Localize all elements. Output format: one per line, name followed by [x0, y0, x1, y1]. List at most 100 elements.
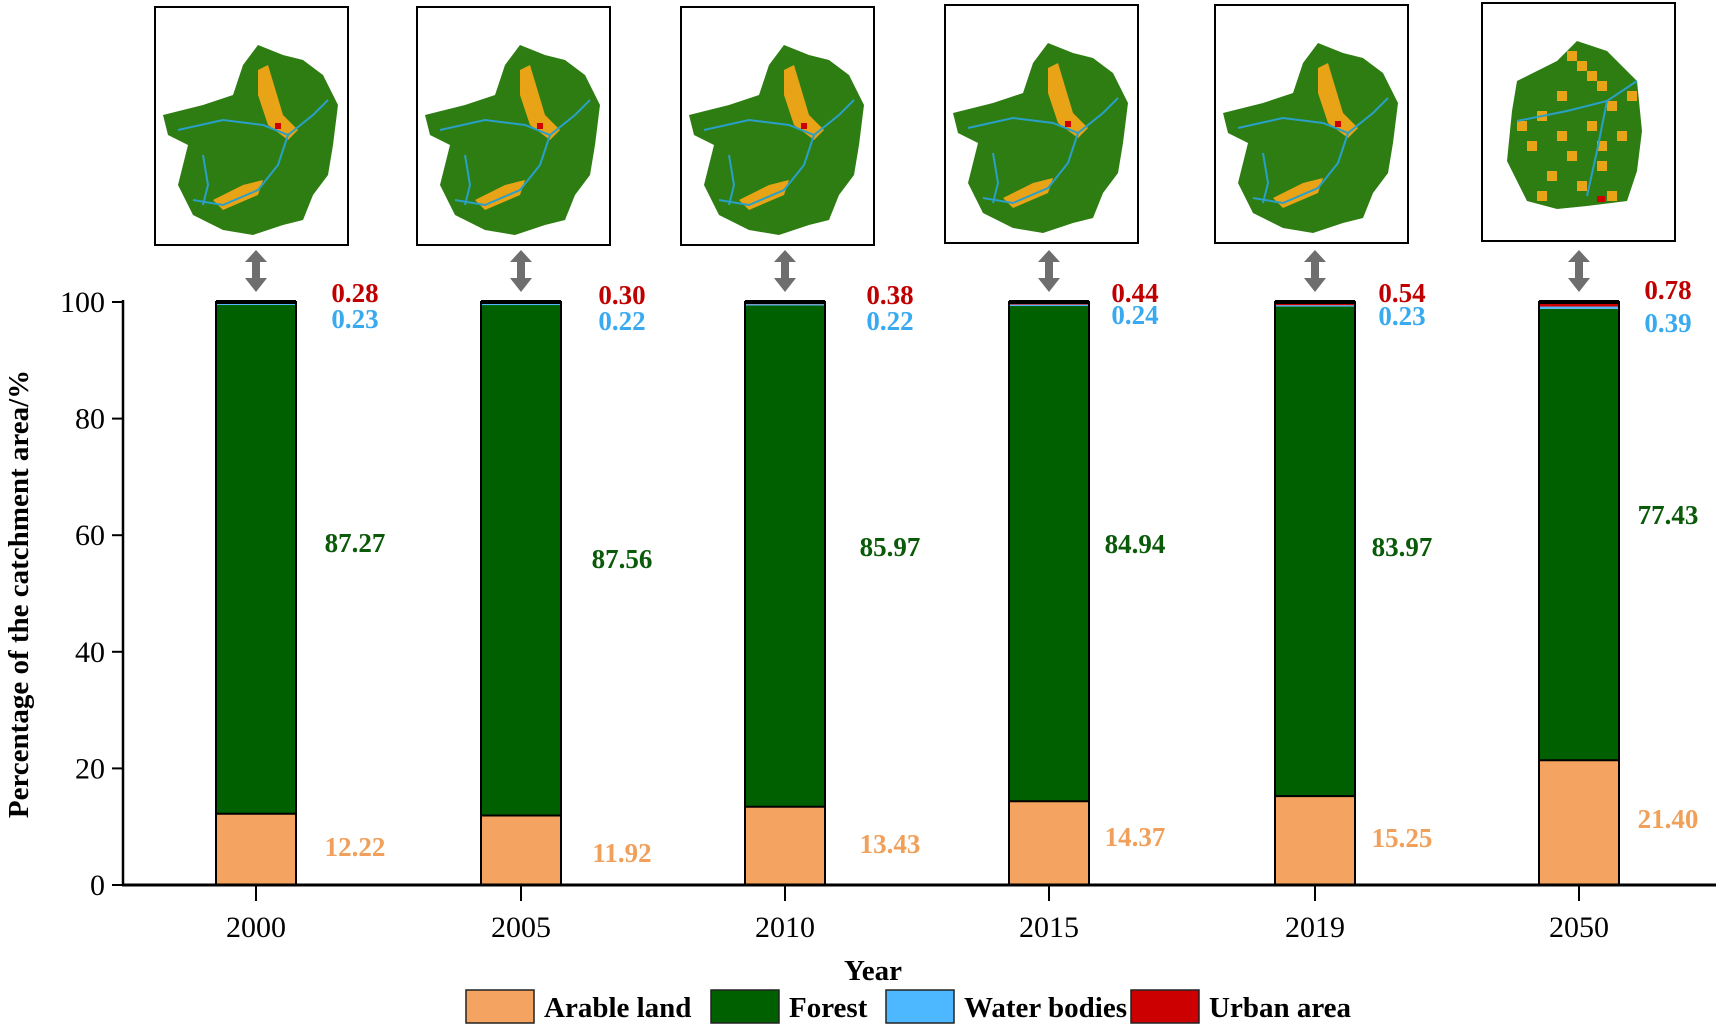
- double-arrow-icon: [245, 250, 267, 292]
- x-tick-label: 2019: [1285, 911, 1345, 944]
- arable-area: [1273, 178, 1323, 208]
- catchment-area: [1507, 41, 1642, 209]
- x-tick-label: 2050: [1549, 911, 1609, 944]
- bar-water-bodies: [1275, 305, 1355, 307]
- river: [464, 154, 472, 206]
- map-thumbnail-2000: [154, 6, 349, 246]
- data-label-urban-area: 0.28: [331, 278, 378, 308]
- bar-arable-land: [745, 806, 825, 885]
- data-label-urban-area: 0.30: [598, 280, 645, 310]
- river: [967, 97, 1119, 135]
- data-label-forest: 77.43: [1638, 500, 1699, 530]
- legend-swatch: [710, 989, 780, 1024]
- arable-area: [475, 180, 525, 210]
- double-arrow-shape: [510, 250, 532, 292]
- bar-top-edge: [1539, 300, 1619, 304]
- river: [192, 134, 289, 207]
- data-label-forest: 85.97: [860, 532, 921, 562]
- data-label-forest: 83.97: [1372, 532, 1433, 562]
- data-label-urban-area: 0.78: [1644, 275, 1691, 305]
- bar-water-bodies: [216, 303, 296, 305]
- river: [439, 99, 591, 137]
- bar-stack-2005: [480, 300, 562, 886]
- double-arrow-shape: [1568, 250, 1590, 292]
- x-tick-label: 2015: [1019, 911, 1079, 944]
- bar-arable-land: [216, 813, 296, 885]
- river: [718, 134, 815, 207]
- bar-stack-2015: [1008, 300, 1090, 886]
- river: [703, 99, 855, 137]
- legend-swatch: [1130, 989, 1200, 1024]
- data-label-water-bodies: 0.23: [1378, 301, 1425, 331]
- arable-cell: [1627, 91, 1637, 101]
- data-label-water-bodies: 0.22: [866, 306, 913, 336]
- urban-area: [1335, 121, 1341, 127]
- urban-area: [275, 123, 281, 129]
- arable-cell: [1557, 91, 1567, 101]
- legend-label: Arable land: [544, 992, 691, 1024]
- map-thumbnail-2050: [1481, 2, 1676, 242]
- legend-item-arable-land: Arable land: [465, 989, 691, 1024]
- bar-top-edge: [1009, 300, 1089, 304]
- arable-cell: [1527, 141, 1537, 151]
- arable-area: [784, 65, 824, 140]
- arable-cell: [1567, 151, 1577, 161]
- bar-top-edge: [481, 300, 561, 304]
- arable-cell: [1577, 181, 1587, 191]
- double-arrow-shape: [1038, 250, 1060, 292]
- y-tick-label: 100: [60, 286, 105, 319]
- data-label-water-bodies: 0.22: [598, 306, 645, 336]
- double-arrow-icon: [1304, 250, 1326, 292]
- bar-top-edge: [745, 300, 825, 304]
- bar-stack-2000: [215, 300, 297, 886]
- y-tick-label: 0: [90, 869, 105, 902]
- arable-cell: [1517, 121, 1527, 131]
- legend-label: Water bodies: [964, 992, 1127, 1024]
- data-label-forest: 87.56: [592, 544, 653, 574]
- map-thumbnail-2015: [944, 4, 1139, 244]
- data-label-urban-area: 0.54: [1378, 278, 1425, 308]
- arable-cell: [1607, 101, 1617, 111]
- urban-area: [537, 123, 543, 129]
- legend-label: Urban area: [1209, 992, 1352, 1024]
- legend-swatch: [885, 989, 955, 1024]
- urban-area: [1065, 121, 1071, 127]
- bar-arable-land: [481, 815, 561, 885]
- y-tick-label: 20: [75, 752, 105, 785]
- double-arrow-shape: [245, 250, 267, 292]
- bar-forest: [216, 304, 296, 814]
- arable-area: [213, 180, 263, 210]
- bar-top-edge: [1275, 300, 1355, 304]
- legend-item-urban-area: Urban area: [1130, 989, 1352, 1024]
- data-label-arable-land: 12.22: [325, 832, 386, 862]
- river: [454, 134, 551, 207]
- legend-label: Forest: [789, 992, 868, 1024]
- arable-cell: [1597, 81, 1607, 91]
- arable-area: [1048, 63, 1088, 138]
- data-label-arable-land: 15.25: [1372, 823, 1433, 853]
- double-arrow-icon: [510, 250, 532, 292]
- axes: 0 20 40 60 80 100 2000 2005 2010 2015 2019 2050: [60, 286, 1716, 944]
- y-axis-title: Percentage of the catchment area/%: [3, 370, 35, 818]
- river: [982, 132, 1079, 205]
- river: [1252, 132, 1349, 205]
- river: [992, 152, 1000, 204]
- y-tick-label: 80: [75, 403, 105, 436]
- bar-forest: [1275, 306, 1355, 797]
- x-tick-label: 2010: [755, 911, 815, 944]
- legend-swatch: [465, 989, 535, 1024]
- data-label-water-bodies: 0.24: [1111, 300, 1158, 330]
- data-label-forest: 87.27: [325, 528, 386, 558]
- bar-arable-land: [1009, 801, 1089, 885]
- river: [728, 154, 736, 206]
- map-thumbnail-2005: [416, 6, 611, 246]
- data-labels: 12.2287.270.280.2311.9287.560.300.2213.4…: [325, 275, 1699, 868]
- bar-water-bodies: [745, 304, 825, 306]
- y-tick-label: 40: [75, 636, 105, 669]
- double-arrow-shape: [1304, 250, 1326, 292]
- arable-cell: [1557, 131, 1567, 141]
- arable-area: [258, 65, 298, 140]
- urban-area: [1597, 196, 1605, 202]
- data-label-arable-land: 13.43: [860, 829, 921, 859]
